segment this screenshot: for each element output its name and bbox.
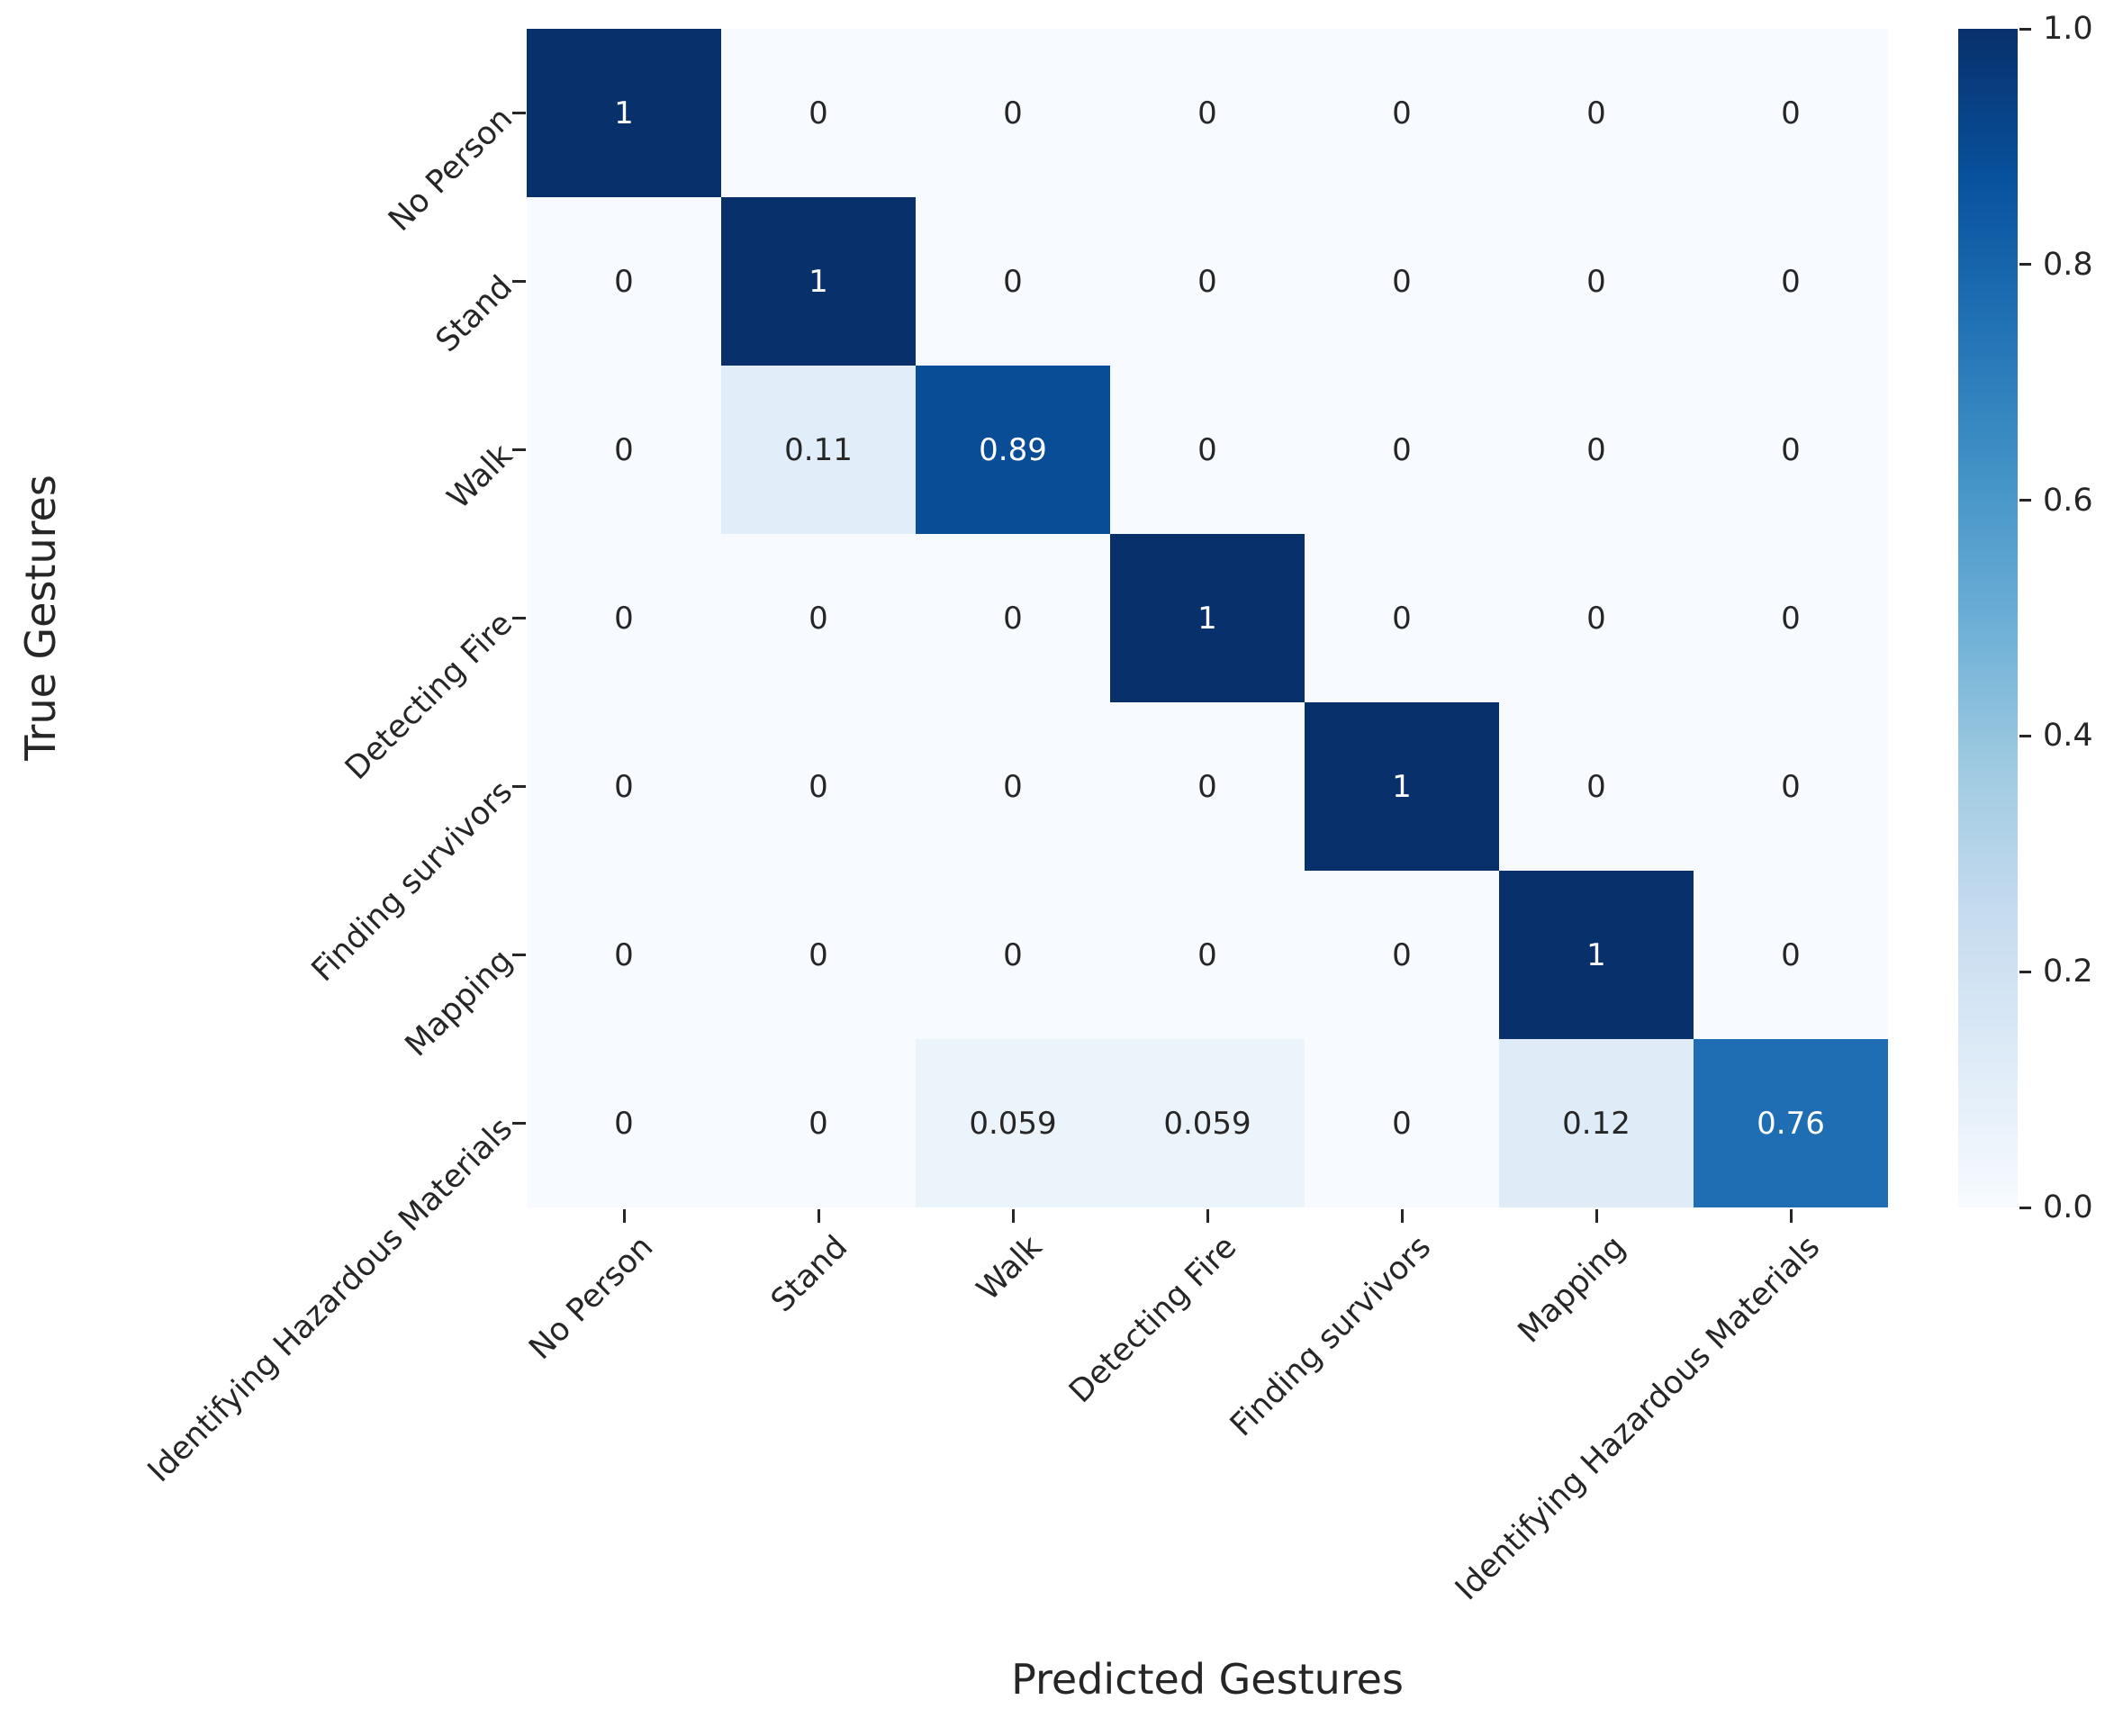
heatmap-cell: 0 [1499, 29, 1694, 197]
heatmap-cell: 0.11 [721, 366, 916, 534]
y-axis-tickmark [512, 954, 526, 956]
heatmap-cell: 0 [1110, 366, 1305, 534]
y-axis-label: True Gestures [16, 475, 65, 761]
x-axis-tickmark [1206, 1209, 1209, 1223]
x-axis-label: Predicted Gestures [1011, 1655, 1404, 1704]
colorbar-tickmark [2019, 27, 2031, 31]
heatmap-cell: 0 [527, 534, 721, 702]
heatmap-cell: 0 [1694, 702, 1888, 871]
y-axis-tickmark [512, 785, 526, 788]
heatmap-cell: 0 [527, 197, 721, 366]
colorbar-tick-label: 1.0 [2043, 11, 2093, 47]
heatmap-cell: 0 [916, 702, 1110, 871]
y-axis-tickmark [512, 1122, 526, 1125]
colorbar-tick-label: 0.4 [2043, 718, 2093, 755]
heatmap-cell: 0 [1110, 871, 1305, 1039]
colorbar-tickmark [2019, 1206, 2031, 1209]
heatmap-cell: 0 [1110, 29, 1305, 197]
colorbar-tick-label: 0.0 [2043, 1189, 2093, 1225]
heatmap-cell: 1 [1110, 534, 1305, 702]
heatmap-cell: 0.76 [1694, 1039, 1888, 1207]
heatmap-cell: 0 [1499, 366, 1694, 534]
heatmap-cell: 0 [721, 1039, 916, 1207]
x-tick-label: Mapping [1511, 1229, 1633, 1351]
y-axis-tickmark [512, 448, 526, 451]
x-axis-tickmark [1595, 1209, 1598, 1223]
heatmap-cell: 0 [527, 871, 721, 1039]
heatmap-cell: 0 [1499, 197, 1694, 366]
heatmap-cell: 0 [1694, 197, 1888, 366]
heatmap-cell: 0 [721, 871, 916, 1039]
x-tick-label: Stand [764, 1229, 855, 1320]
heatmap-cell: 0 [1499, 534, 1694, 702]
x-axis-tickmark [622, 1209, 626, 1223]
y-axis-tickmark [512, 617, 526, 619]
heatmap-cell: 1 [1499, 871, 1694, 1039]
heatmap-cell: 1 [527, 29, 721, 197]
heatmap-cell: 0 [1694, 871, 1888, 1039]
colorbar-tickmark [2019, 970, 2031, 973]
x-axis-tickmark [1400, 1209, 1404, 1223]
heatmap-cell: 0 [1305, 534, 1499, 702]
colorbar-tick-label: 0.8 [2043, 246, 2093, 283]
heatmap-cell: 0.059 [916, 1039, 1110, 1207]
heatmap-cell: 0 [527, 366, 721, 534]
heatmap-cell: 0 [527, 702, 721, 871]
heatmap-cell: 0 [1694, 29, 1888, 197]
heatmap-cell: 0 [1305, 871, 1499, 1039]
colorbar-tick-label: 0.6 [2043, 482, 2093, 519]
heatmap-cell: 0 [916, 197, 1110, 366]
colorbar [1958, 29, 2018, 1207]
heatmap-cell: 1 [721, 197, 916, 366]
colorbar-tickmark [2019, 263, 2031, 267]
heatmap-cell: 0 [1499, 702, 1694, 871]
heatmap-cell: 0 [721, 534, 916, 702]
y-axis-tickmark [512, 112, 526, 114]
heatmap-grid: 1 0 0 0 0 0 0 0 1 0 0 0 0 0 0 0.11 0.89 0 0 0 0 0 0 0 1 0 0 0 0 0 0 0 1 0… [527, 29, 1888, 1207]
heatmap-cell: 0 [1305, 366, 1499, 534]
heatmap-cell: 1 [1305, 702, 1499, 871]
x-axis-tickmark [1789, 1209, 1793, 1223]
heatmap-cell: 0 [527, 1039, 721, 1207]
colorbar-tickmark [2019, 499, 2031, 502]
heatmap-cell: 0 [1694, 366, 1888, 534]
x-tick-label: Detecting Fire [1062, 1229, 1244, 1411]
y-axis-tickmark [512, 280, 526, 283]
x-axis-tickmark [1011, 1209, 1015, 1223]
heatmap-cell: 0 [916, 534, 1110, 702]
colorbar-tickmark [2019, 734, 2031, 737]
heatmap-cell: 0 [1305, 29, 1499, 197]
heatmap-cell: 0 [1694, 534, 1888, 702]
x-tick-label: Identifying Hazardous Materials [1449, 1229, 1828, 1608]
colorbar-tick-label: 0.2 [2043, 954, 2093, 990]
heatmap-cell: 0 [1305, 1039, 1499, 1207]
heatmap-cell: 0.059 [1110, 1039, 1305, 1207]
heatmap-cell: 0 [721, 29, 916, 197]
x-tick-label: Finding survivors [1224, 1229, 1439, 1444]
x-tick-label: No Person [522, 1229, 661, 1367]
heatmap-cell: 0 [1305, 197, 1499, 366]
heatmap-cell: 0 [1110, 702, 1305, 871]
x-axis-tickmark [817, 1209, 820, 1223]
heatmap-cell: 0 [721, 702, 916, 871]
heatmap-cell: 0 [1110, 197, 1305, 366]
heatmap-cell: 0.89 [916, 366, 1110, 534]
heatmap-cell: 0.12 [1499, 1039, 1694, 1207]
heatmap-cell: 0 [916, 29, 1110, 197]
x-tick-label: Walk [970, 1229, 1050, 1308]
heatmap-cell: 0 [916, 871, 1110, 1039]
